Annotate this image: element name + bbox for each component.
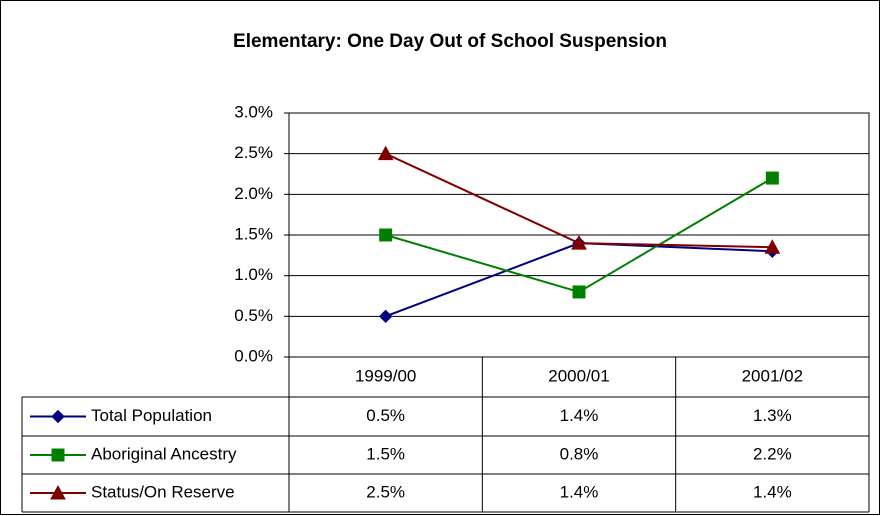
x-tick-label: 2001/02	[742, 366, 803, 385]
x-tick-label: 2000/01	[548, 366, 609, 385]
marker	[378, 309, 393, 324]
marker	[765, 171, 779, 185]
legend-label: Total Population	[91, 406, 212, 425]
y-tick-label: 1.0%	[234, 265, 273, 284]
data-label: 2.5%	[366, 482, 405, 501]
chart-title: Elementary: One Day Out of School Suspen…	[233, 31, 667, 52]
marker	[571, 235, 587, 250]
y-tick-label: 0.0%	[234, 346, 273, 365]
legend-marker	[51, 409, 65, 424]
marker	[572, 285, 586, 299]
marker	[764, 239, 781, 254]
data-label: 1.4%	[560, 406, 599, 425]
y-tick-label: 0.5%	[234, 306, 273, 325]
y-tick-label: 1.5%	[234, 224, 273, 243]
legend-marker	[50, 484, 66, 500]
marker	[379, 228, 393, 242]
data-label: 1.5%	[366, 444, 405, 463]
marker	[377, 145, 394, 161]
data-label: 0.5%	[366, 406, 405, 425]
y-tick-label: 2.5%	[234, 143, 273, 162]
data-label: 1.4%	[560, 482, 599, 501]
y-tick-label: 2.0%	[234, 184, 273, 203]
x-tick-label: 1999/00	[355, 366, 416, 385]
legend-marker	[51, 448, 65, 462]
data-label: 2.2%	[753, 444, 792, 463]
legend-label: Status/On Reserve	[91, 482, 235, 501]
data-label: 1.4%	[753, 482, 792, 501]
legend-label: Aboriginal Ancestry	[91, 444, 237, 463]
y-tick-label: 3.0%	[234, 102, 273, 121]
data-label: 1.3%	[753, 406, 792, 425]
data-label: 0.8%	[560, 444, 599, 463]
